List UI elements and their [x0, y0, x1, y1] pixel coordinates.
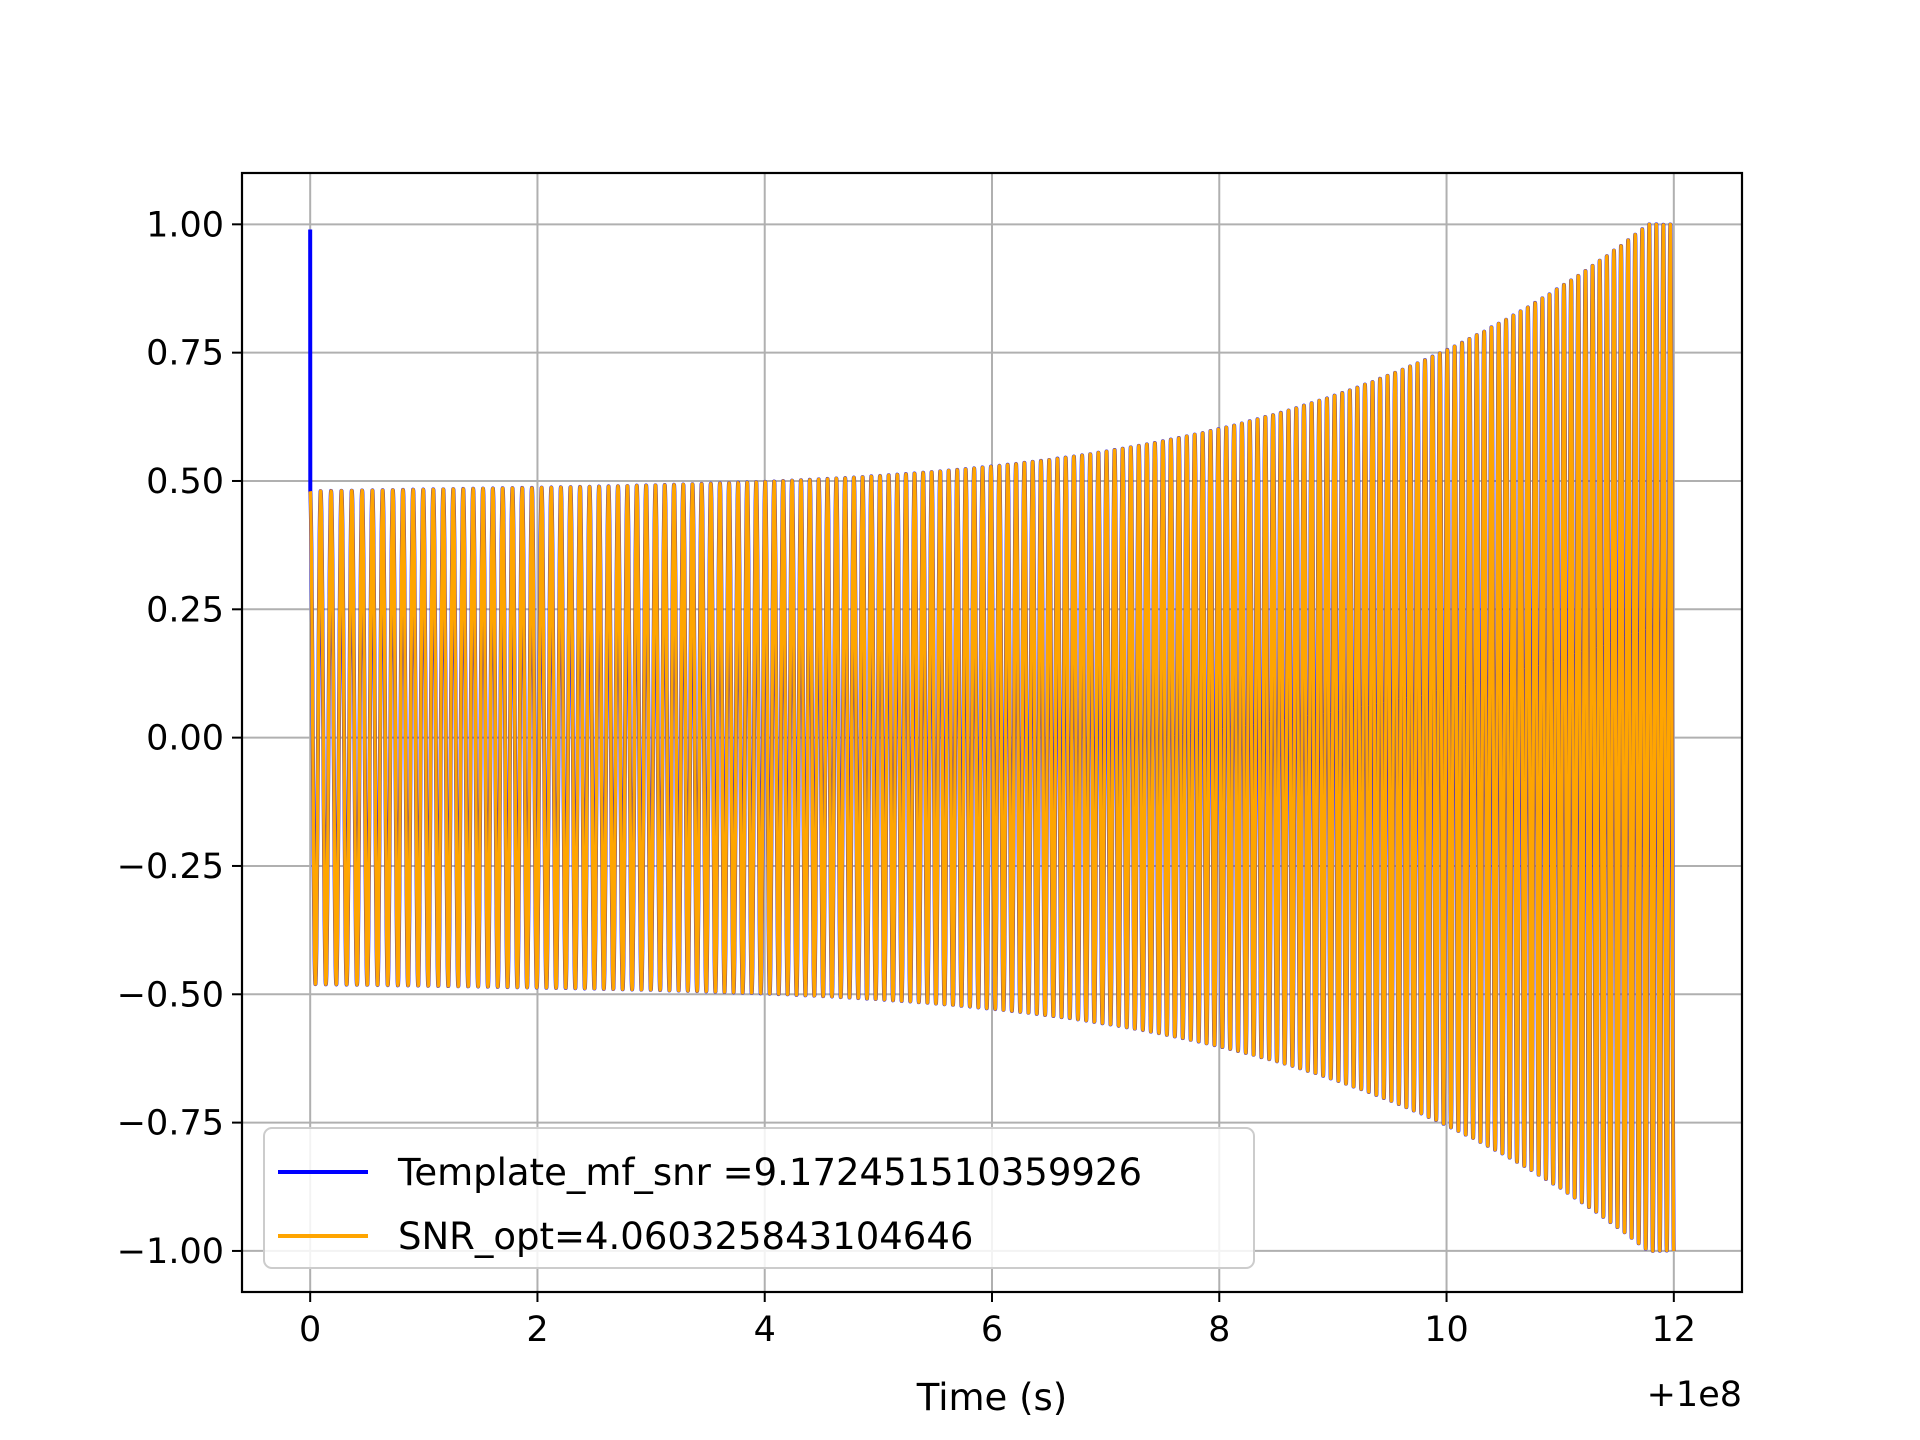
x-tick-label: 0 [299, 1310, 321, 1350]
x-offset-label: +1e8 [1647, 1375, 1742, 1415]
y-tick-label: 1.00 [146, 205, 224, 245]
x-tick-label: 10 [1424, 1310, 1469, 1350]
y-tick-label: −0.50 [117, 975, 224, 1015]
y-tick-label: 0.50 [146, 462, 224, 502]
x-tick-label: 8 [1208, 1310, 1230, 1350]
y-tick-label: −0.25 [117, 847, 224, 887]
x-tick-label: 12 [1652, 1310, 1697, 1350]
x-tick-label: 4 [754, 1310, 776, 1350]
x-tick-label: 6 [981, 1310, 1003, 1350]
series-line-snr-opt [308, 222, 1676, 1253]
x-tick-label: 2 [526, 1310, 548, 1350]
y-tick-label: 0.75 [146, 334, 224, 374]
ticks: 0 2 4 6 8 10 12 1.00 0.75 0.50 0.25 0.00 −0.25 −0.50 −… [117, 205, 1696, 1350]
legend-label: Template_mf_snr =9.172451510359926 [397, 1151, 1142, 1194]
legend-label: SNR_opt=4.060325843104646 [398, 1215, 973, 1258]
series-layer [308, 222, 1676, 1253]
x-axis-label: Time (s) [916, 1376, 1067, 1419]
legend: Template_mf_snr =9.172451510359926 SNR_op… [263, 1127, 1255, 1269]
y-tick-label: 0.00 [146, 719, 224, 759]
y-tick-label: −1.00 [117, 1232, 224, 1272]
y-tick-label: 0.25 [146, 590, 224, 630]
legend-box [263, 1127, 1255, 1269]
y-tick-label: −0.75 [117, 1104, 224, 1144]
